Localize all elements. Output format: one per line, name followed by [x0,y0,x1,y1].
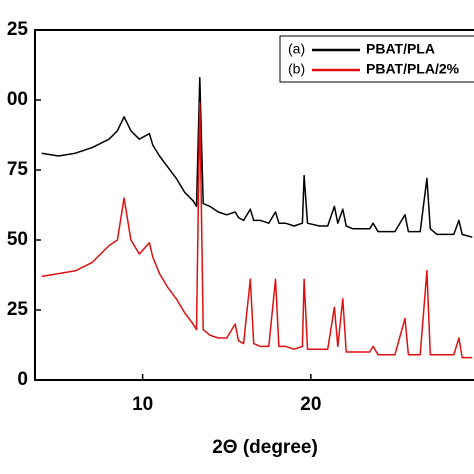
x-tick-label: 10 [132,394,153,415]
legend-label: PBAT/PLA/2% [366,61,460,77]
y-tick-label: 00 [7,89,28,110]
x-axis-label: 2Θ (degree) [212,437,318,458]
x-tick-label: 20 [300,394,321,415]
plot-frame [34,29,474,381]
legend-box [279,35,474,83]
line-series [41,102,473,359]
legend-prefix: (a) [288,41,305,57]
y-tick-label: 75 [7,159,29,180]
line-series [41,76,473,238]
y-tick-label: 25 [7,299,29,320]
legend-prefix: (b) [288,61,305,77]
y-tick-label: 25 [7,19,29,40]
y-tick-label: 0 [17,369,28,390]
legend-label: PBAT/PLA [366,41,435,57]
y-tick-label: 50 [7,229,28,250]
